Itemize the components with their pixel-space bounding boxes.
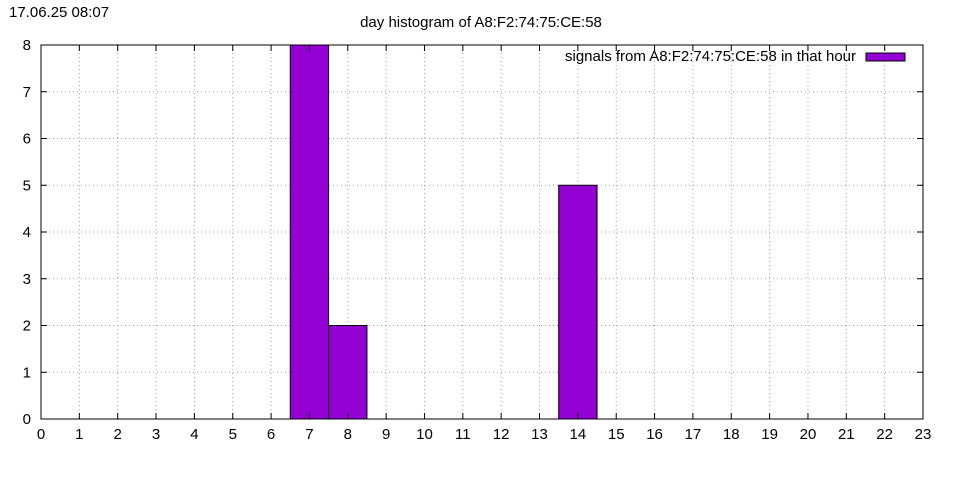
histogram-bar: [289, 44, 330, 420]
x-tick-label: 15: [608, 426, 625, 443]
legend-label: signals from A8:F2:74:75:CE:58 in that h…: [565, 48, 856, 65]
histogram-bar: [328, 325, 368, 420]
y-tick-label: 8: [23, 37, 31, 54]
x-tick-label: 18: [723, 426, 740, 443]
y-tick-label: 3: [23, 271, 31, 288]
y-tick-label: 7: [23, 84, 31, 101]
y-tick-label: 0: [23, 411, 31, 428]
grid: [41, 45, 923, 419]
x-tick-label: 14: [570, 426, 587, 443]
timestamp-label: 17.06.25 08:07: [9, 4, 110, 21]
y-tick-label: 4: [23, 224, 31, 241]
x-tick-label: 21: [838, 426, 855, 443]
axis-ticks: 0 1 2 3 4 5 6 7 8 9 10 11 12 13 14 15 16 17 18 19 20 21 22 2301…: [23, 37, 932, 443]
x-tick-label: 11: [455, 426, 471, 443]
x-tick-label: 12: [493, 426, 510, 443]
legend: signals from A8:F2:74:75:CE:58 in that h…: [565, 48, 906, 65]
y-tick-label: 1: [23, 364, 31, 381]
bars: [289, 44, 598, 420]
x-tick-label: 20: [800, 426, 817, 443]
y-tick-label: 6: [23, 131, 31, 148]
x-tick-label: 2: [114, 426, 122, 443]
x-tick-label: 22: [876, 426, 893, 443]
x-tick-label: 4: [190, 426, 198, 443]
x-tick-label: 17: [685, 426, 702, 443]
legend-swatch: [865, 52, 906, 62]
x-tick-label: 3: [152, 426, 160, 443]
x-tick-label: 23: [915, 426, 932, 443]
x-tick-label: 0: [37, 426, 45, 443]
x-tick-label: 19: [761, 426, 778, 443]
x-tick-label: 7: [305, 426, 313, 443]
x-tick-label: 1: [75, 426, 83, 443]
y-tick-label: 2: [23, 318, 31, 335]
x-tick-label: 13: [531, 426, 548, 443]
histogram-bar: [558, 184, 598, 420]
x-tick-label: 9: [382, 426, 390, 443]
x-tick-label: 16: [646, 426, 663, 443]
x-tick-label: 8: [344, 426, 352, 443]
x-tick-label: 5: [229, 426, 237, 443]
x-tick-label: 10: [416, 426, 433, 443]
y-tick-label: 5: [23, 177, 31, 194]
x-tick-label: 6: [267, 426, 275, 443]
chart-title: day histogram of A8:F2:74:75:CE:58: [360, 14, 602, 31]
